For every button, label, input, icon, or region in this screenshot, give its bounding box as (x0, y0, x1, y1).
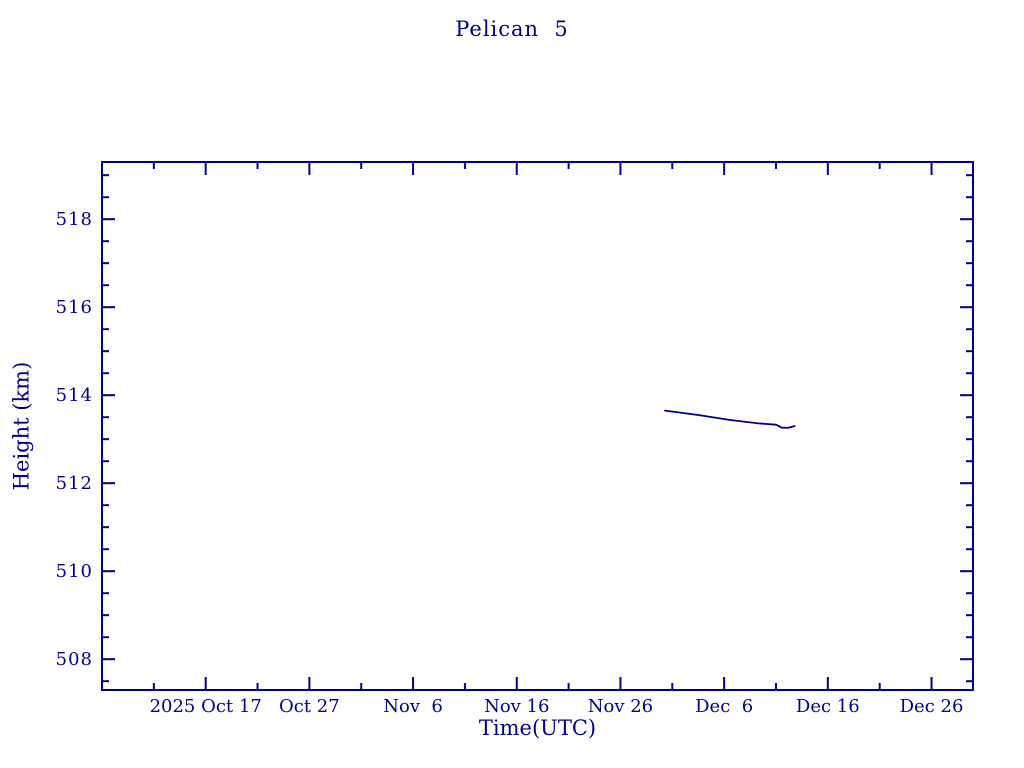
x-tick-label: Nov 26 (588, 696, 653, 717)
data-line-orbit-height (664, 409, 796, 429)
x-tick-label: Dec 16 (796, 696, 860, 717)
x-axis-label: Time(UTC) (478, 716, 597, 740)
y-tick-label: 508 (56, 649, 93, 670)
plot-frame (101, 161, 974, 691)
x-tick-label: Nov 6 (383, 696, 443, 717)
x-tick-label: 2025 Oct 17 (150, 696, 262, 717)
x-tick-label: Dec 26 (900, 696, 964, 717)
x-tick-label: Oct 27 (279, 696, 340, 717)
y-axis-label: Height (km) (9, 361, 34, 491)
y-axis-label-wrap: Height (km) (4, 162, 38, 690)
y-tick-label: 516 (56, 297, 93, 318)
x-tick-label: Nov 16 (484, 696, 549, 717)
y-tick-label: 510 (56, 561, 93, 582)
y-tick-label: 512 (56, 473, 93, 494)
y-tick-label: 518 (56, 209, 93, 230)
y-tick-label: 514 (56, 385, 93, 406)
chart-title: Pelican 5 (455, 17, 569, 41)
x-tick-label: Dec 6 (695, 696, 753, 717)
